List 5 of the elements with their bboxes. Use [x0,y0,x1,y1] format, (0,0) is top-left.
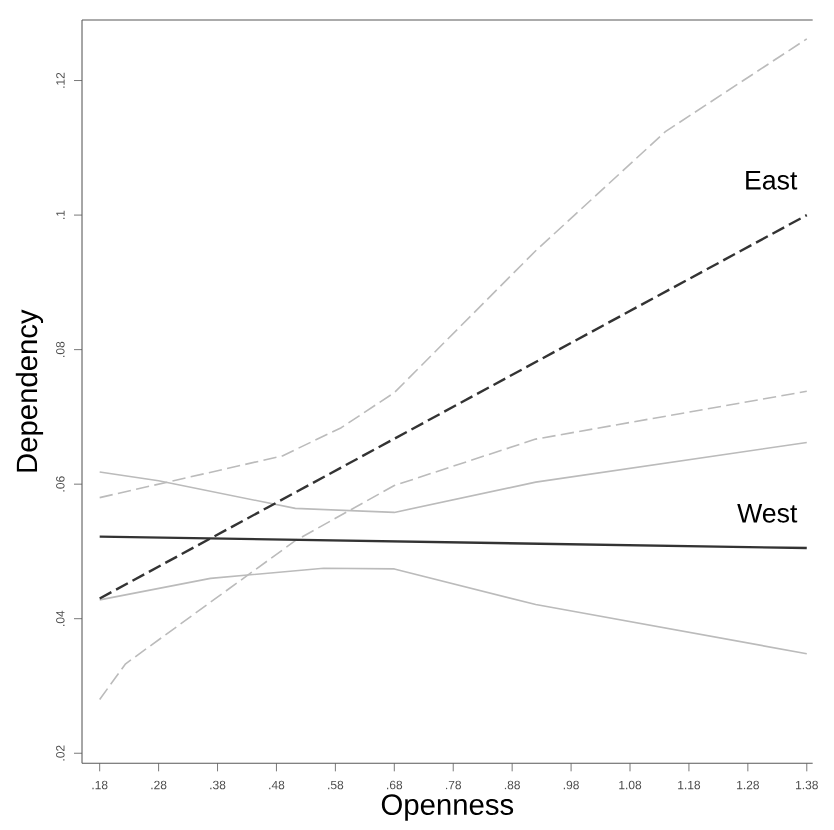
series-label: East [746,171,798,190]
line-series [98,390,808,701]
x-axis-title: Openness [381,794,514,821]
y-axis-title: Dependency [15,309,44,472]
series-label: West [737,504,798,523]
